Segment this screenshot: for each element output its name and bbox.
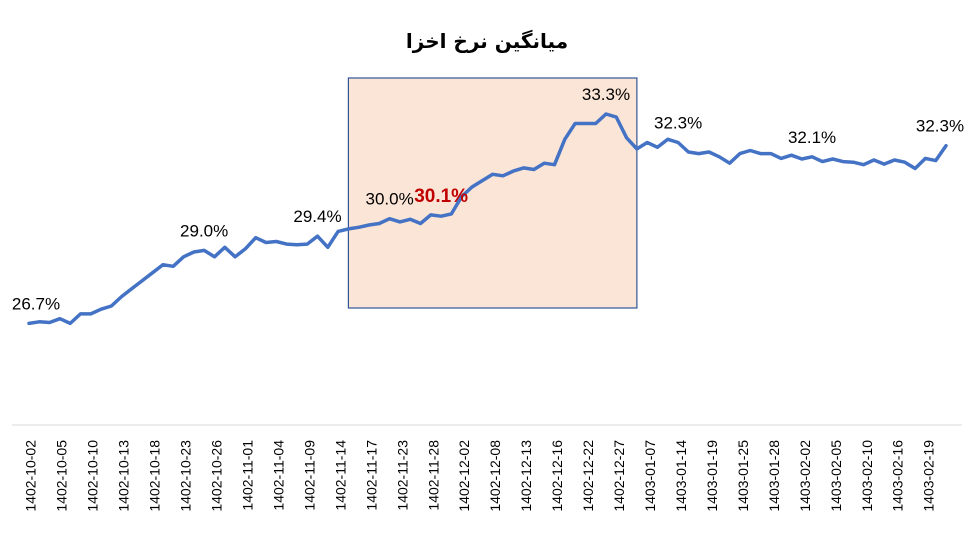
- data-label: 29.0%: [180, 221, 228, 240]
- x-tick-label: 1402-10-10: [85, 440, 101, 512]
- x-tick-label: 1402-11-28: [425, 440, 441, 511]
- highlight-region: [347, 77, 638, 309]
- x-tick-label: 1402-10-13: [116, 440, 132, 512]
- x-tick-label: 1403-01-19: [704, 440, 720, 512]
- x-tick-label: 1402-11-17: [363, 440, 379, 511]
- x-tick-label: 1402-12-22: [580, 440, 596, 512]
- x-tick-label: 1403-02-02: [797, 440, 813, 512]
- data-label: 29.4%: [293, 207, 341, 226]
- x-tick-label: 1402-12-13: [518, 440, 534, 512]
- x-tick-label: 1403-02-10: [859, 440, 875, 512]
- x-tick-label: 1402-10-23: [178, 440, 194, 512]
- x-tick-label: 1403-02-16: [890, 440, 906, 512]
- x-tick-label: 1402-10-02: [23, 440, 39, 512]
- data-label: 30.0%: [366, 190, 414, 209]
- data-label: 32.3%: [916, 117, 964, 136]
- data-label: 32.1%: [788, 128, 836, 147]
- x-tick-label: 1402-11-23: [394, 440, 410, 511]
- x-tick-label: 1403-02-05: [828, 440, 844, 512]
- x-tick-label: 1403-01-07: [642, 440, 658, 512]
- data-label: 33.3%: [582, 85, 630, 104]
- x-tick-label: 1402-12-27: [611, 440, 627, 512]
- data-label: 32.3%: [654, 114, 702, 133]
- data-label: 26.7%: [12, 294, 60, 313]
- x-tick-label: 1402-10-26: [208, 440, 224, 512]
- x-tick-label: 1402-11-09: [301, 440, 317, 511]
- x-tick-label: 1402-10-05: [54, 440, 70, 512]
- x-tick-label: 1403-01-14: [673, 440, 689, 512]
- x-tick-label: 1402-10-18: [147, 440, 163, 512]
- x-tick-label: 1402-11-04: [270, 440, 286, 511]
- x-tick-label: 1402-12-02: [456, 440, 472, 512]
- x-tick-label: 1403-01-28: [766, 440, 782, 512]
- chart-title: میانگین نرخ اخزا: [406, 29, 568, 53]
- x-tick-label: 1402-11-01: [239, 440, 255, 511]
- x-tick-label: 1402-11-14: [332, 440, 348, 511]
- x-tick-label: 1403-02-19: [921, 440, 937, 512]
- x-tick-label: 1402-12-08: [487, 440, 503, 512]
- series-line: [27, 112, 948, 326]
- x-tick-label: 1403-01-25: [735, 440, 751, 512]
- data-label-highlight: 30.1%: [414, 186, 468, 207]
- x-tick-label: 1402-12-16: [549, 440, 565, 512]
